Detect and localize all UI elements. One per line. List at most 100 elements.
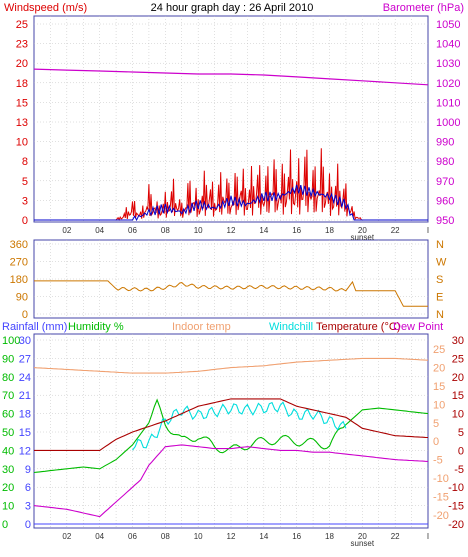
humidity-tick-label: 70 [2,390,14,402]
rain-tick-label: 0 [25,519,31,531]
direction-tick-label: 360 [10,239,28,251]
humidity-tick-label: 30 [2,464,14,476]
indoor-tick-label: 20 [433,363,445,375]
humidity-label: Humidity % [68,321,124,333]
x-tick-label: 06 [128,532,137,541]
compass-tick-label: N [436,309,444,321]
temperature-label: Temperature (°C) [316,321,400,333]
baro-tick-label: 990 [436,137,454,149]
x-tick-label: 10 [194,532,203,541]
compass-tick-label: S [436,274,443,286]
humidity-tick-label: 40 [2,445,14,457]
rain-tick-label: 3 [25,501,31,513]
dewpoint-label: Dew Point [393,321,443,333]
baro-tick-label: 970 [436,176,454,188]
humidity-tick-label: 0 [2,519,8,531]
temp-tick-label: -20 [448,519,464,531]
humidity-tick-label: 60 [2,409,14,421]
rainfall-label: Rainfall (mm) [2,321,67,333]
x-tick-label: 08 [161,532,170,541]
humidity-line [33,398,429,474]
temp-tick-label: -5 [454,464,464,476]
wind-average-line [34,184,428,222]
windspeed-axis-title: Windspeed (m/s) [4,2,87,14]
indoor-tick-label: -15 [433,491,449,503]
x-tick-label: 16 [292,532,301,541]
compass-tick-label: W [436,257,447,269]
indoor-tick-label: 0 [433,436,439,448]
humidity-tick-label: 90 [2,353,14,365]
wind-tick-label: 10 [16,137,28,149]
temp-tick-label: 5 [458,427,464,439]
humidity-tick-label: 10 [2,501,14,513]
rain-tick-label: 12 [19,445,31,457]
x-tick-label: 22 [391,226,400,235]
humidity-tick-label: 80 [2,372,14,384]
dewpoint-line [33,444,429,518]
baro-tick-label: 980 [436,156,454,168]
compass-tick-label: N [436,239,444,251]
humidity-tick-label: 20 [2,482,14,494]
x-tick-label: 02 [62,226,71,235]
wind-tick-label: 13 [16,117,28,129]
temp-tick-label: 0 [458,445,464,457]
rain-tick-label: 30 [19,335,31,347]
rain-tick-label: 18 [19,409,31,421]
direction-tick-label: 90 [16,292,28,304]
direction-tick-label: 270 [10,257,28,269]
direction-tick-label: 180 [10,274,28,286]
baro-tick-label: 1040 [436,39,460,51]
temp-tick-label: 30 [452,335,464,347]
windchill-label: Windchill [269,321,313,333]
direction-tick-label: 0 [22,309,28,321]
temp-tick-label: -10 [448,482,464,494]
rain-tick-label: 21 [19,390,31,402]
windchill-line [132,401,347,451]
indoor-temp-line [33,357,429,374]
wind-direction-line [34,280,428,307]
barometer-axis-title: Barometer (hPa) [383,2,464,14]
wind-tick-label: 18 [16,78,28,90]
baro-tick-label: 1030 [436,58,460,70]
wind-tick-label: 0 [22,215,28,227]
x-tick-label: 20 [358,226,367,235]
x-tick-label: 16 [292,226,301,235]
indoor-tick-label: 15 [433,381,445,393]
indoor-tick-label: -5 [433,455,443,467]
baro-tick-label: 1010 [436,97,460,109]
x-tick-label: 20 [358,532,367,541]
wind-tick-label: 23 [16,39,28,51]
sunset-label: sunset [351,233,375,242]
baro-tick-label: 1000 [436,117,460,129]
humidity-tick-label: 100 [2,335,20,347]
x-tick-label: 18 [325,226,334,235]
baro-tick-label: 950 [436,215,454,227]
x-tick-label: 10 [194,226,203,235]
x-tick-label: 18 [325,532,334,541]
wind-tick-label: 20 [16,58,28,70]
indoor-temp-label: Indoor temp [172,321,231,333]
temp-tick-label: 15 [452,390,464,402]
wind-tick-label: 8 [22,156,28,168]
humidity-tick-label: 50 [2,427,14,439]
temp-tick-label: 25 [452,353,464,365]
x-tick-label: 04 [95,226,104,235]
sunset-label: sunset [351,539,375,548]
temp-tick-label: 10 [452,409,464,421]
indoor-tick-label: -10 [433,473,449,485]
indoor-tick-label: 25 [433,344,445,356]
x-tick-end: I [427,532,429,541]
indoor-tick-label: 10 [433,399,445,411]
baro-tick-label: 1050 [436,19,460,31]
baro-tick-label: 1020 [436,78,460,90]
rain-tick-label: 6 [25,482,31,494]
x-tick-label: 14 [259,532,268,541]
x-tick-label: 12 [227,532,236,541]
chart-title: 24 hour graph day : 26 April 2010 [151,2,314,14]
wind-tick-label: 3 [22,195,28,207]
rain-tick-label: 24 [19,372,31,384]
wind-tick-label: 15 [16,97,28,109]
barometer-line [33,68,429,86]
